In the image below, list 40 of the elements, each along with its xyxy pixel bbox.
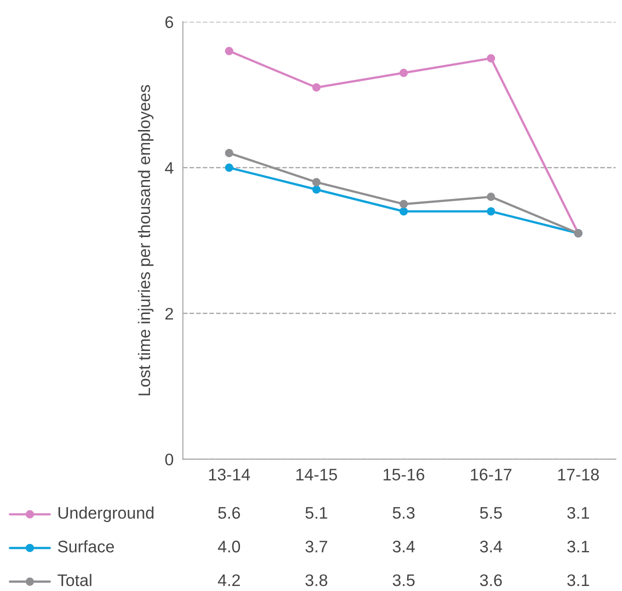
x-tick-label: 15-16: [384, 468, 424, 480]
data-label: 3.4: [392, 540, 415, 552]
legend-label: Total: [58, 574, 92, 586]
data-label: 3.1: [567, 574, 590, 586]
point: [224, 46, 234, 56]
point: [312, 178, 321, 186]
point: [400, 200, 408, 208]
x-tick-label: 16-17: [470, 468, 512, 480]
data-label: 3.6: [480, 574, 502, 586]
data-label: 4.2: [218, 574, 240, 586]
point: [486, 192, 496, 201]
point: [400, 68, 408, 78]
point: [486, 207, 496, 216]
data-label: 5.3: [392, 506, 415, 519]
data-label: 5.6: [218, 506, 240, 519]
point: [312, 185, 321, 194]
y-axis-title: Lost time injuries per thousand employees: [138, 85, 154, 396]
data-label: 3.4: [480, 540, 502, 552]
legend-label: Surface: [58, 540, 114, 552]
point: [224, 148, 234, 158]
data-label: 3.5: [392, 574, 415, 586]
data-label: 3.1: [567, 506, 590, 519]
point: [312, 83, 321, 92]
data-label: 5.5: [480, 507, 502, 519]
x-tick-label: 14-15: [296, 468, 338, 480]
data-label: 3.7: [305, 540, 328, 552]
data-label: 3.8: [305, 574, 328, 586]
point: [224, 163, 234, 172]
y-tick-label: 2: [165, 308, 174, 320]
y-tick-label: 0: [165, 454, 174, 466]
point: [400, 207, 408, 216]
legend-label: Underground: [58, 506, 154, 522]
x-tick-label: 13-14: [209, 468, 250, 480]
x-tick-label: 17-18: [558, 468, 599, 480]
data-label: 4.0: [218, 540, 240, 552]
point: [486, 54, 496, 62]
y-tick-label: 4: [164, 162, 174, 174]
y-tick-label: 6: [165, 16, 174, 28]
data-label: 5.1: [305, 507, 328, 519]
data-label: 3.1: [567, 540, 590, 552]
